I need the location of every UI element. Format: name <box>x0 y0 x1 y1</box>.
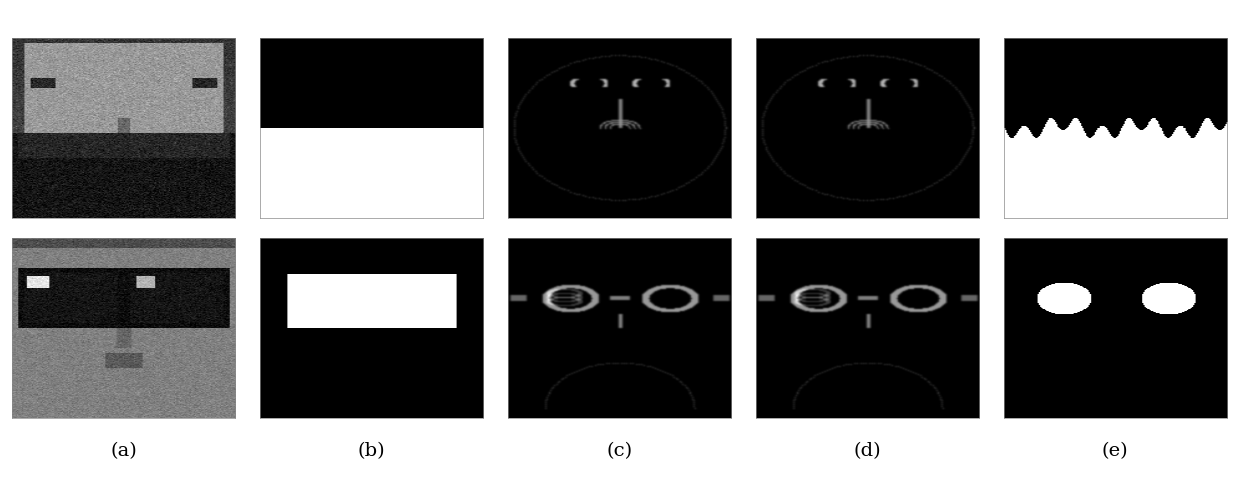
Text: (c): (c) <box>606 442 633 460</box>
Text: (a): (a) <box>110 442 138 460</box>
Text: (b): (b) <box>358 442 385 460</box>
Text: (e): (e) <box>1101 442 1129 460</box>
Text: (d): (d) <box>854 442 881 460</box>
